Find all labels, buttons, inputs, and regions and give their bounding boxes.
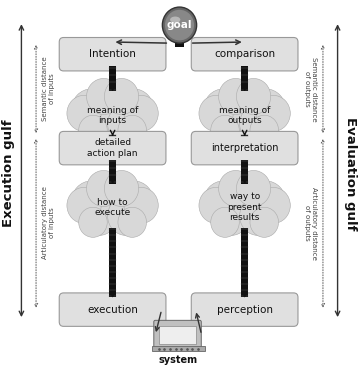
Text: Articulatory distance
of outputs: Articulatory distance of outputs xyxy=(304,187,317,259)
Circle shape xyxy=(67,95,101,132)
Text: interpretation: interpretation xyxy=(211,143,278,153)
Bar xyxy=(159,326,196,344)
Text: system: system xyxy=(159,354,198,365)
Bar xyxy=(241,228,248,297)
Circle shape xyxy=(256,187,290,224)
Circle shape xyxy=(213,104,250,143)
Circle shape xyxy=(256,95,290,132)
Bar xyxy=(241,160,248,184)
Bar xyxy=(175,38,184,47)
Circle shape xyxy=(80,196,118,236)
Circle shape xyxy=(250,115,279,145)
Circle shape xyxy=(219,78,253,115)
Circle shape xyxy=(108,104,145,143)
Circle shape xyxy=(115,89,154,130)
Text: Articulatory distance
of inputs: Articulatory distance of inputs xyxy=(42,187,55,259)
Text: comparison: comparison xyxy=(214,49,275,59)
Circle shape xyxy=(71,181,111,222)
Circle shape xyxy=(80,104,118,143)
FancyBboxPatch shape xyxy=(191,37,298,71)
Circle shape xyxy=(246,89,286,130)
Bar xyxy=(151,346,205,351)
Circle shape xyxy=(204,89,243,130)
Circle shape xyxy=(104,170,139,207)
Circle shape xyxy=(199,187,233,224)
Text: how to
execute: how to execute xyxy=(94,198,131,217)
Text: Execution gulf: Execution gulf xyxy=(3,120,15,227)
Circle shape xyxy=(67,187,101,224)
Text: Intention: Intention xyxy=(89,49,136,59)
Circle shape xyxy=(88,176,137,227)
FancyBboxPatch shape xyxy=(154,320,201,349)
Circle shape xyxy=(115,181,154,222)
Circle shape xyxy=(87,170,121,207)
Circle shape xyxy=(79,207,107,238)
Text: Semantic distance
of inputs: Semantic distance of inputs xyxy=(42,57,55,121)
Circle shape xyxy=(239,104,277,143)
Circle shape xyxy=(250,207,279,238)
Text: Semantic distance
of outputs: Semantic distance of outputs xyxy=(304,57,317,121)
Circle shape xyxy=(165,10,194,40)
FancyBboxPatch shape xyxy=(191,293,298,326)
Text: execution: execution xyxy=(87,305,138,315)
Circle shape xyxy=(211,207,239,238)
Text: way to
present
results: way to present results xyxy=(227,192,262,222)
Circle shape xyxy=(213,196,250,236)
Text: perception: perception xyxy=(216,305,272,315)
Circle shape xyxy=(204,181,243,222)
Circle shape xyxy=(237,170,271,207)
Circle shape xyxy=(220,176,269,227)
Circle shape xyxy=(237,78,271,115)
Text: meaning of
outputs: meaning of outputs xyxy=(219,106,270,125)
FancyBboxPatch shape xyxy=(59,293,166,326)
Circle shape xyxy=(239,196,277,236)
Bar xyxy=(109,66,116,91)
Circle shape xyxy=(79,115,107,145)
Bar xyxy=(241,66,248,91)
Circle shape xyxy=(88,84,137,135)
Text: goal: goal xyxy=(167,20,192,30)
Bar xyxy=(109,228,116,297)
Circle shape xyxy=(124,95,158,132)
FancyBboxPatch shape xyxy=(191,132,298,165)
Circle shape xyxy=(108,196,145,236)
Text: meaning of
inputs: meaning of inputs xyxy=(87,106,138,125)
Circle shape xyxy=(246,181,286,222)
Circle shape xyxy=(219,170,253,207)
FancyBboxPatch shape xyxy=(59,132,166,165)
Circle shape xyxy=(162,7,197,43)
Circle shape xyxy=(220,84,269,135)
Bar xyxy=(109,160,116,184)
Bar xyxy=(109,135,116,136)
Circle shape xyxy=(118,207,146,238)
Circle shape xyxy=(211,115,239,145)
Circle shape xyxy=(71,89,111,130)
Bar xyxy=(241,135,248,136)
Ellipse shape xyxy=(170,17,180,23)
Circle shape xyxy=(124,187,158,224)
Circle shape xyxy=(104,78,139,115)
Circle shape xyxy=(87,78,121,115)
Text: detailed
action plan: detailed action plan xyxy=(87,138,138,158)
Circle shape xyxy=(199,95,233,132)
FancyBboxPatch shape xyxy=(59,37,166,71)
Text: Evaluation gulf: Evaluation gulf xyxy=(344,117,356,230)
Circle shape xyxy=(118,115,146,145)
